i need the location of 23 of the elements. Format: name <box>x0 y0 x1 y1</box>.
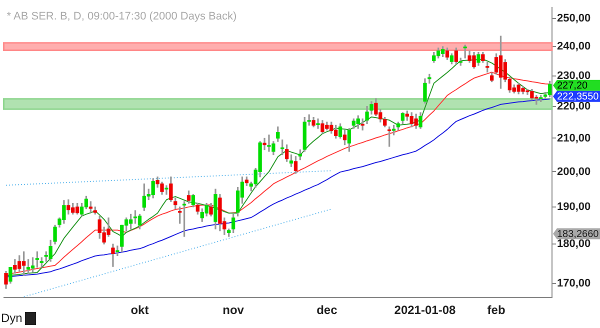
y-tick-label: 210,00 <box>557 132 591 144</box>
text: 227,20 <box>557 80 588 92</box>
chart-title: * AB SER. B, D, 09:00-17:30 (2000 Days Back) <box>6 10 237 23</box>
text: 183,2660 <box>557 229 600 240</box>
candlestick <box>316 118 320 129</box>
candlestick <box>164 185 168 195</box>
x-tick-label: dec <box>316 303 338 318</box>
text: Dyn <box>1 311 22 325</box>
text: 222,3550 <box>557 92 600 103</box>
y-tick-label: 220,00 <box>557 100 591 112</box>
y-tick-label: 180,00 <box>557 238 591 250</box>
y-tick-label: 250,00 <box>557 12 591 25</box>
y-tick-label: 230,00 <box>557 70 591 82</box>
x-tick-label: okt <box>130 303 149 318</box>
y-tick-label: 170,00 <box>557 277 591 290</box>
y-tick-label: 190,00 <box>557 200 591 213</box>
x-tick-label: nov <box>222 303 244 318</box>
x-tick-label: feb <box>487 303 506 318</box>
x-tick-label: 2021-01-08 <box>394 303 456 318</box>
y-tick-label: 240,00 <box>557 40 591 53</box>
candlestick <box>360 118 364 130</box>
candlestick <box>262 138 266 150</box>
y-tick-label: 200,00 <box>557 166 591 178</box>
